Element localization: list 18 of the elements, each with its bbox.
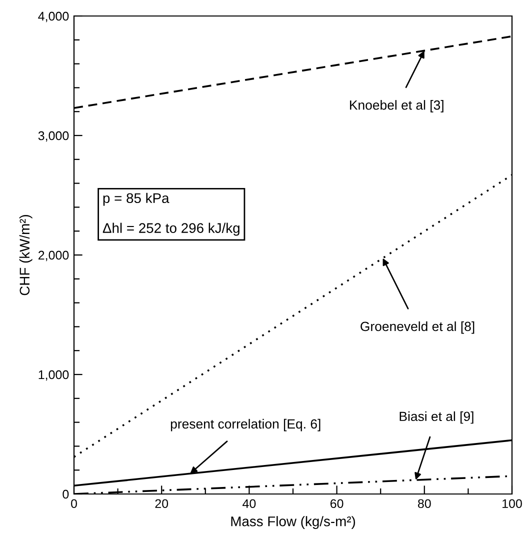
x-tick-label: 100 <box>502 499 522 508</box>
y-tick-label: 1,000 <box>38 370 69 381</box>
annotation: present correlation [Eq. 6] <box>170 418 320 432</box>
annotation: Biasi et al [9] <box>400 411 474 424</box>
x-tick-label: 40 <box>242 499 256 508</box>
x-tick-label: 0 <box>71 499 77 508</box>
x-tick-label: 80 <box>418 499 431 508</box>
x-tick-label: 60 <box>330 499 344 508</box>
y-tick-label: 3,000 <box>38 131 69 142</box>
annotation: Knoebel et al [3] <box>350 100 444 112</box>
y-tick-label: 0 <box>62 490 69 499</box>
annotation: Groeneveld et al [8] <box>360 321 474 334</box>
x-axis-title: Mass Flow (kg/s-m²) <box>231 516 356 530</box>
y-tick-label: 2,000 <box>38 250 69 262</box>
text: p = 85 kPa Δhl = 252 to 296 kJ/kg <box>102 192 240 236</box>
y-tick-label: 4,000 <box>38 12 69 22</box>
y-axis-title: CHF (kW/m²) <box>19 214 32 296</box>
x-tick-label: 20 <box>155 499 168 508</box>
